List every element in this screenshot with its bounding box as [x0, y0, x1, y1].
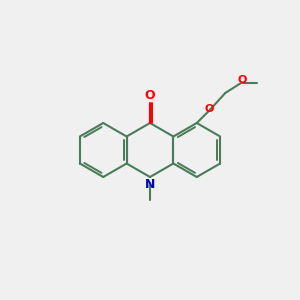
Text: O: O [237, 75, 247, 85]
Text: O: O [205, 104, 214, 115]
Text: N: N [145, 178, 155, 191]
Text: O: O [145, 89, 155, 102]
